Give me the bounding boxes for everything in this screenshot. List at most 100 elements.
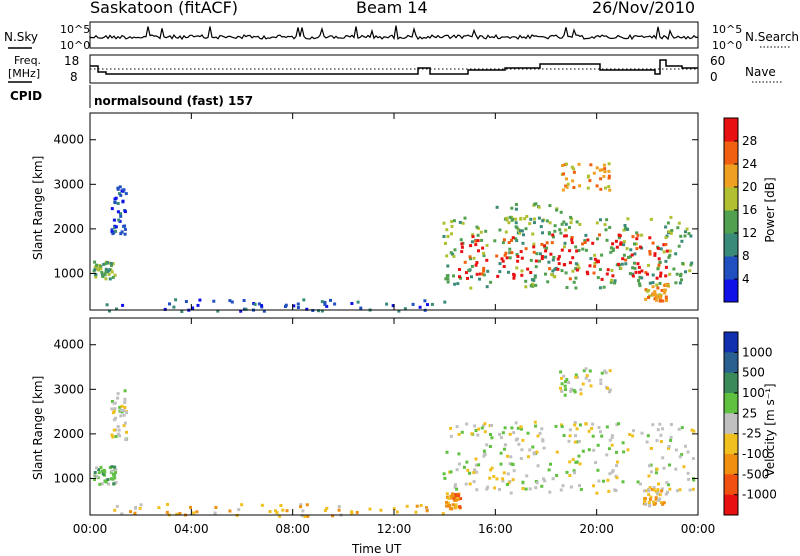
- velocity-cell: [615, 460, 619, 464]
- velocity-cell: [166, 503, 169, 506]
- power-cell: [418, 305, 422, 309]
- power-cell: [577, 249, 581, 252]
- power-cell: [99, 267, 103, 271]
- velocity-cell: [591, 422, 595, 426]
- velocity-cell: [542, 477, 545, 481]
- velocity-cell: [608, 472, 612, 476]
- power-cell: [442, 221, 446, 225]
- power-cell: [526, 267, 530, 271]
- power-cell: [586, 238, 590, 242]
- power-cell: [566, 182, 570, 186]
- power-cell: [119, 232, 123, 236]
- velocity-cell: [656, 428, 660, 432]
- power-cell: [598, 233, 601, 237]
- power-cell: [443, 300, 447, 304]
- velocity-cell: [114, 471, 117, 475]
- velocity-cell: [667, 446, 670, 450]
- power-cell: [476, 233, 480, 237]
- power-cell: [668, 253, 672, 257]
- velocity-cell: [578, 462, 582, 466]
- power-cell: [507, 241, 511, 244]
- power-cell: [669, 215, 673, 219]
- power-cell: [94, 273, 98, 276]
- power-cell: [516, 255, 520, 258]
- nave-tick-bottom: 0: [710, 70, 718, 84]
- power-cell: [609, 246, 613, 250]
- power-cell: [460, 242, 464, 246]
- velocity-cell: [448, 504, 452, 507]
- power-cell: [684, 270, 687, 274]
- power-cell: [482, 273, 486, 277]
- power-cell: [607, 185, 611, 189]
- power-cell: [651, 241, 655, 245]
- power-cell: [449, 251, 453, 255]
- power-cell: [586, 175, 590, 179]
- power-cell: [522, 233, 525, 237]
- power-cell: [469, 257, 472, 261]
- velocity-cell: [472, 471, 476, 475]
- velocity-cell: [300, 514, 304, 518]
- velocity-cell: [524, 487, 528, 491]
- velocity-cell: [425, 509, 429, 513]
- power-cell: [534, 283, 538, 287]
- power-cell: [670, 229, 674, 232]
- velocity-cell: [509, 455, 513, 459]
- power-cell: [535, 252, 539, 256]
- velocity-cell: [662, 466, 666, 470]
- velocity-cell: [99, 465, 103, 469]
- power-cell: [680, 239, 684, 243]
- velocity-cell: [576, 375, 580, 379]
- velocity-cell: [475, 470, 479, 474]
- power-cell: [477, 249, 480, 253]
- power-cell: [524, 247, 528, 251]
- power-cell: [593, 261, 597, 265]
- power-cell: [676, 226, 680, 230]
- power-cell: [515, 239, 519, 243]
- velocity-cell: [355, 511, 359, 514]
- power-cell: [549, 252, 553, 256]
- velocity-cell: [585, 374, 589, 378]
- power-cell: [124, 192, 128, 196]
- velocity-cell: [331, 514, 335, 518]
- power-cell: [113, 201, 117, 205]
- power-cell: [604, 186, 607, 190]
- power-cell: [577, 162, 581, 166]
- velocity-cell: [114, 416, 118, 420]
- power-cell: [114, 225, 118, 229]
- nsky-tick-top: 10^5: [60, 23, 91, 36]
- velocity-cell: [648, 486, 652, 489]
- velocity-cell: [564, 380, 567, 384]
- velocity-cell: [445, 500, 448, 504]
- velocity-cell: [448, 506, 452, 510]
- velocity-cell: [535, 481, 539, 485]
- power-cell: [538, 259, 541, 263]
- power-cell: [595, 221, 599, 225]
- power-cell: [119, 212, 122, 216]
- power-cell: [480, 272, 484, 276]
- velocity-cell: [605, 425, 609, 429]
- power-cell: [553, 229, 557, 233]
- power-cell: [570, 217, 574, 221]
- power-cell: [574, 267, 578, 271]
- velocity-cell: [687, 477, 691, 481]
- velocity-cell: [643, 499, 647, 503]
- velocity-colorbar-segment: [724, 393, 738, 414]
- velocity-cell: [534, 424, 538, 428]
- power-cell: [560, 248, 564, 252]
- velocity-cell: [490, 423, 493, 427]
- power-cell: [305, 307, 309, 311]
- power-cell: [116, 210, 120, 214]
- power-cell: [591, 241, 595, 245]
- velocity-cell: [113, 407, 117, 411]
- x-tick-label: 20:00: [579, 522, 614, 536]
- velocity-cell: [477, 463, 481, 467]
- velocity-cell: [659, 433, 663, 437]
- power-cell: [687, 232, 691, 236]
- velocity-cell: [451, 503, 455, 507]
- power-cell: [564, 271, 568, 275]
- power-cell: [423, 299, 427, 303]
- power-cell: [574, 276, 578, 280]
- velocity-cell: [668, 487, 672, 491]
- velocity-cell: [445, 492, 449, 496]
- power-cell: [520, 269, 524, 273]
